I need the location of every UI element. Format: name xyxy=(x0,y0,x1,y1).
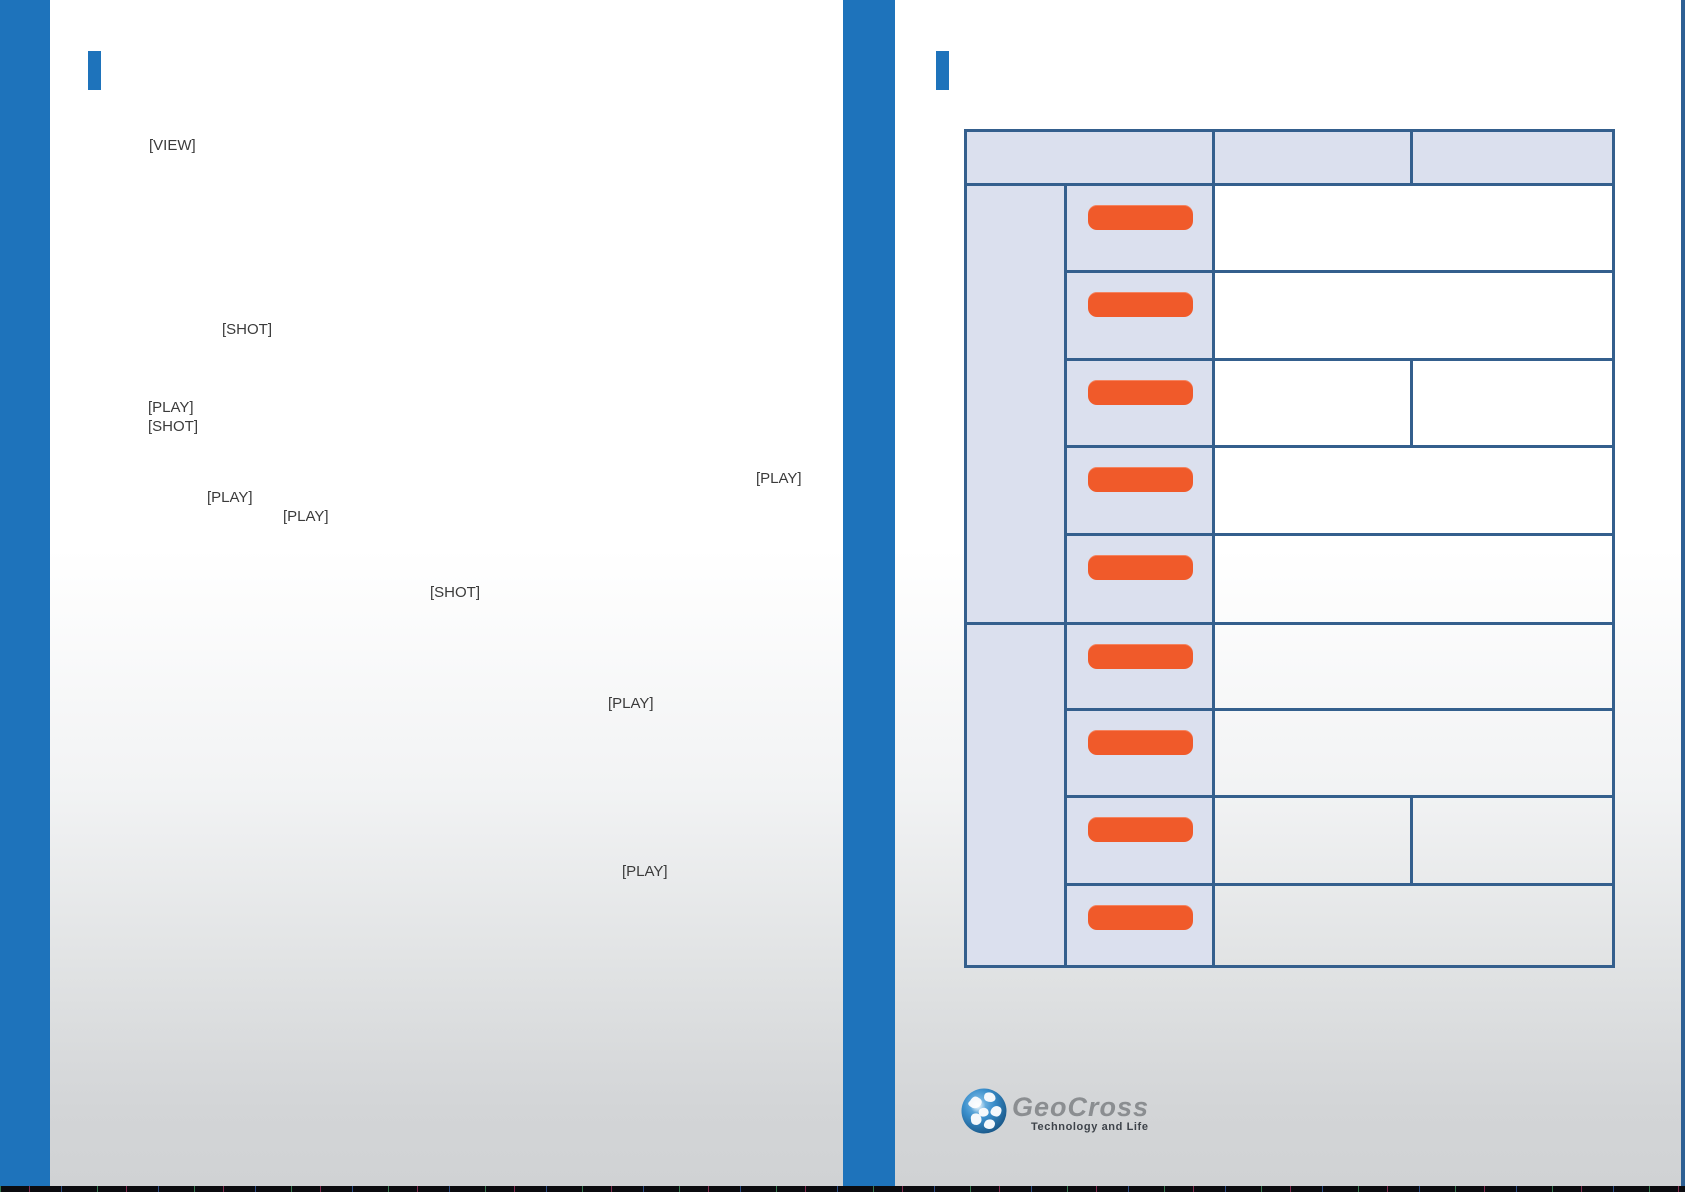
table-group-column xyxy=(964,183,1066,968)
text-fragment-shot: [SHOT] xyxy=(222,321,273,338)
control-button-9 xyxy=(1088,905,1193,930)
table-row-divider xyxy=(1066,795,1615,798)
table-column-divider-c-row8 xyxy=(1410,795,1413,886)
right-edge-border xyxy=(1681,0,1685,1186)
text-fragment-shot: [SHOT] xyxy=(430,584,481,601)
table-column-divider-a xyxy=(1064,183,1067,968)
table-cell-row3-left xyxy=(1214,358,1412,445)
text-fragment-play: [PLAY] xyxy=(608,695,654,712)
text-fragment-shot: [SHOT] xyxy=(148,418,199,435)
control-button-4 xyxy=(1088,467,1193,492)
table-border-right xyxy=(1612,129,1615,968)
table-header-band xyxy=(964,129,1615,183)
table-cell-row8-right xyxy=(1412,795,1615,883)
text-fragment-play: [PLAY] xyxy=(148,399,194,416)
table-row-divider xyxy=(1066,883,1615,886)
table-row-divider xyxy=(1066,270,1615,273)
table-header-divider xyxy=(964,183,1615,186)
control-button-7 xyxy=(1088,730,1193,755)
table-cell-row4 xyxy=(1214,445,1615,533)
control-button-1 xyxy=(1088,205,1193,230)
table-group-divider xyxy=(964,622,1615,625)
table-cell-row5 xyxy=(1214,533,1615,622)
table-column-divider-b xyxy=(1212,129,1215,968)
table-row-divider xyxy=(1066,358,1615,361)
right-page-margin-bar xyxy=(843,0,895,1186)
table-border-bottom xyxy=(964,965,1615,968)
left-page-margin-bar xyxy=(0,0,50,1186)
table-cell-row2 xyxy=(1214,270,1615,358)
text-fragment-play: [PLAY] xyxy=(756,470,802,487)
geocross-logo-text: GeoCross xyxy=(1012,1092,1150,1122)
table-row-divider xyxy=(1066,708,1615,711)
control-button-2 xyxy=(1088,292,1193,317)
geocross-logo-tagline: Technology and Life xyxy=(1031,1121,1149,1133)
control-button-6 xyxy=(1088,644,1193,669)
table-cell-row6 xyxy=(1214,622,1615,708)
table-cell-row8-left xyxy=(1214,795,1412,883)
bottom-edge-bar xyxy=(0,1186,1685,1192)
table-row-divider xyxy=(1066,445,1615,448)
table-cell-row1 xyxy=(1214,183,1615,270)
text-fragment-play: [PLAY] xyxy=(207,489,253,506)
table-column-divider-c-header xyxy=(1410,129,1413,186)
table-border-top xyxy=(964,129,1615,132)
table-cell-row9 xyxy=(1214,883,1615,968)
table-column-divider-c-row3 xyxy=(1410,358,1413,448)
text-fragment-view: [VIEW] xyxy=(149,137,196,154)
text-fragment-play: [PLAY] xyxy=(622,863,668,880)
control-button-3 xyxy=(1088,380,1193,405)
right-heading-accent xyxy=(936,51,949,90)
table-border-left xyxy=(964,129,967,968)
control-button-5 xyxy=(1088,555,1193,580)
table-row-divider xyxy=(1066,533,1615,536)
left-heading-accent xyxy=(88,51,101,90)
control-button-8 xyxy=(1088,817,1193,842)
table-cell-row7 xyxy=(1214,708,1615,795)
table-cell-row3-right xyxy=(1412,358,1615,445)
text-fragment-play: [PLAY] xyxy=(283,508,329,525)
geocross-globe-icon xyxy=(961,1088,1007,1134)
